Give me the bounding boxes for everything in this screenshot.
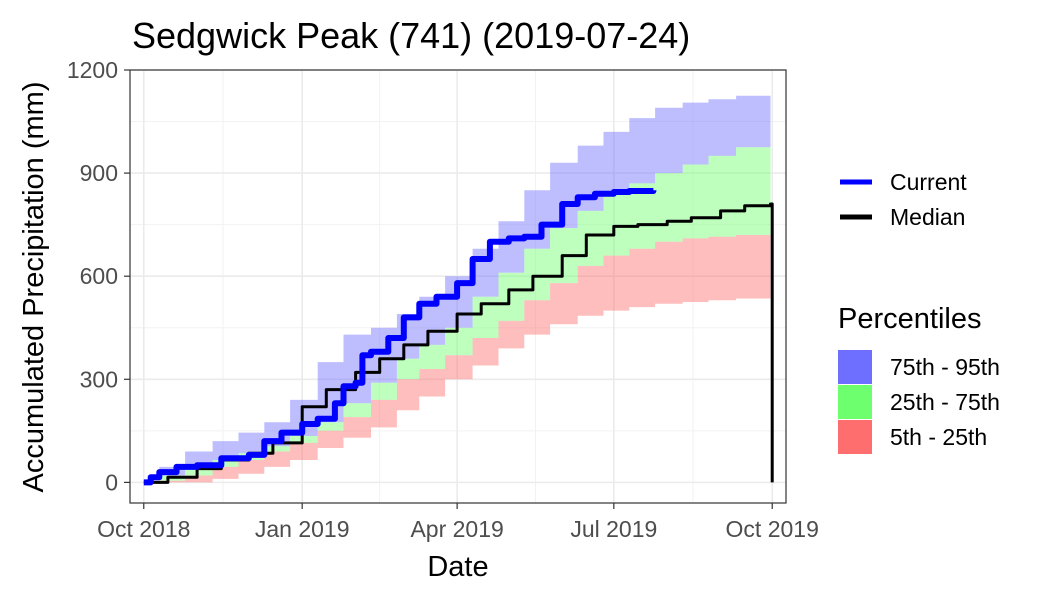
y-tick-label: 300	[80, 366, 118, 392]
x-tick-label: Jan 2019	[255, 516, 350, 542]
plot-border	[129, 69, 787, 504]
legend-swatch-0	[838, 350, 872, 384]
y-axis-title: Accumulated Precipitation (mm)	[18, 82, 50, 493]
x-axis: Oct 2018 Jan 2019 Apr 2019 Jul 2019 Oct 2019	[97, 503, 819, 542]
plot-area	[129, 69, 787, 504]
series-line-current	[143, 188, 657, 486]
series-lines	[143, 188, 774, 486]
band-2	[143, 233, 771, 483]
x-tick-label: Apr 2019	[410, 516, 503, 542]
legend-label-fill-0: 75th - 95th	[890, 354, 1000, 380]
legend-label-fill-1: 25th - 75th	[890, 389, 1000, 415]
x-axis-title: Date	[427, 551, 488, 583]
chart-title: Sedgwick Peak (741) (2019-07-24)	[132, 15, 690, 56]
y-axis: 0 300 600 900 1200	[67, 57, 130, 495]
legend-title-percentiles: Percentiles	[838, 303, 981, 335]
legend-lines: Current Median	[840, 169, 967, 230]
y-tick-label: 900	[80, 160, 118, 186]
legend-label-median: Median	[890, 204, 965, 230]
y-tick-label: 1200	[67, 57, 118, 83]
x-tick-label: Jul 2019	[570, 516, 657, 542]
y-tick-label: 0	[105, 469, 118, 495]
x-tick-label: Oct 2018	[97, 516, 190, 542]
band-1	[143, 138, 771, 483]
y-tick-label: 600	[80, 263, 118, 289]
legend-label-fill-2: 5th - 25th	[890, 424, 987, 450]
legend-label-current: Current	[890, 169, 967, 195]
legend-fills: 75th - 95th 25th - 75th 5th - 25th	[838, 350, 1000, 454]
legend: Current Median Percentiles 75th - 95th 25t…	[838, 169, 1000, 454]
legend-swatch-1	[838, 385, 872, 419]
x-tick-label: Oct 2019	[726, 516, 819, 542]
major-gridlines	[130, 69, 786, 503]
legend-swatch-2	[838, 420, 872, 454]
